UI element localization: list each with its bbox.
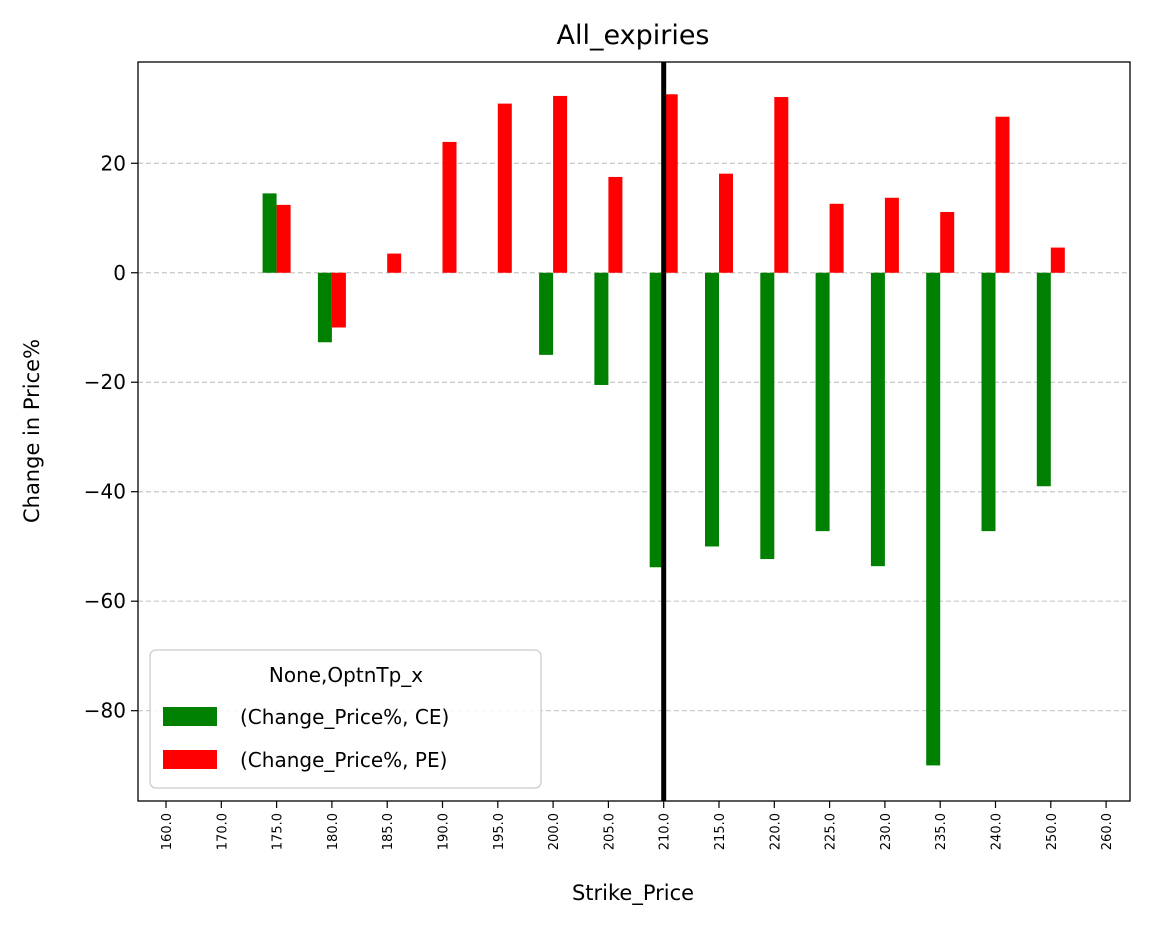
bar-ce-215.0 — [705, 272, 719, 547]
bar-pe-230.0 — [884, 197, 899, 273]
legend-label-pe: (Change_Price%, PE) — [240, 748, 447, 772]
x-tick-label: 160.0 — [160, 813, 175, 850]
x-tick-label: 230.0 — [879, 813, 894, 850]
x-tick-label: 235.0 — [934, 813, 949, 850]
y-axis: 20 0 −20 −40 −60 −80 — [84, 151, 138, 723]
bar-pe-195.0 — [497, 103, 512, 273]
chart-title: All_expiries — [556, 20, 709, 51]
bar-ce-230.0 — [870, 272, 885, 567]
legend-box — [149, 649, 542, 789]
bar-pe-215.0 — [719, 173, 733, 273]
bar-ce-205.0 — [594, 272, 609, 385]
bar-ce-200.0 — [539, 272, 554, 355]
bar-pe-200.0 — [553, 95, 568, 273]
x-tick-label: 190.0 — [437, 813, 452, 850]
y-tick-label: −80 — [84, 699, 126, 723]
bar-pe-250.0 — [1050, 247, 1065, 273]
bar-pe-240.0 — [995, 116, 1010, 273]
x-tick-label: 185.0 — [381, 813, 396, 850]
x-tick-label: 215.0 — [713, 813, 728, 850]
bar-pe-220.0 — [774, 97, 789, 273]
bar-ce-225.0 — [815, 272, 830, 532]
bar-ce-180.0 — [317, 272, 332, 343]
x-tick-label: 180.0 — [326, 813, 341, 850]
bar-ce-175.0 — [262, 193, 277, 273]
y-tick-label: −40 — [84, 480, 126, 504]
legend: None,OptnTp_x (Change_Price%, CE) (Chang… — [149, 649, 542, 789]
x-tick-label: 170.0 — [215, 813, 230, 850]
plot-frame — [137, 61, 1131, 802]
y-tick-label: −20 — [84, 370, 126, 394]
bar-ce-210.0 — [649, 272, 664, 568]
y-tick-label: 20 — [101, 151, 126, 175]
legend-swatch-pe — [163, 750, 217, 769]
bars — [262, 94, 1065, 766]
legend-title: None,OptnTp_x — [269, 663, 423, 687]
legend-label-ce: (Change_Price%, CE) — [240, 705, 449, 729]
bar-pe-175.0 — [276, 204, 291, 273]
x-tick-label: 205.0 — [602, 813, 617, 850]
bar-pe-190.0 — [442, 141, 457, 273]
x-tick-label: 200.0 — [547, 813, 562, 850]
x-tick-label: 250.0 — [1045, 813, 1060, 850]
x-tick-label: 220.0 — [768, 813, 783, 850]
x-tick-label: 175.0 — [271, 813, 286, 850]
bar-pe-225.0 — [829, 203, 844, 273]
grid-lines — [138, 162, 1130, 712]
bar-ce-235.0 — [926, 272, 941, 766]
x-tick-label: 195.0 — [492, 813, 507, 850]
x-axis: 160.0 170.0 175.0 180.0 185.0 190.0 195.0 200.0… — [160, 801, 1115, 850]
y-tick-label: −60 — [84, 589, 126, 613]
y-axis-label: Change in Price% — [20, 339, 44, 523]
x-tick-label: 260.0 — [1100, 813, 1115, 850]
bar-pe-185.0 — [387, 253, 402, 273]
x-tick-label: 240.0 — [990, 813, 1005, 850]
legend-swatch-ce — [163, 707, 217, 726]
bar-pe-180.0 — [331, 272, 346, 328]
x-axis-label: Strike_Price — [572, 881, 694, 906]
x-tick-label: 225.0 — [824, 813, 839, 850]
x-tick-label: 210.0 — [658, 813, 673, 850]
y-tick-label: 0 — [113, 261, 126, 285]
bar-pe-235.0 — [940, 211, 955, 273]
bar-pe-205.0 — [608, 176, 623, 273]
bar-ce-220.0 — [760, 272, 775, 560]
bar-ce-250.0 — [1036, 272, 1051, 487]
bar-pe-210.0 — [663, 94, 678, 273]
bar-ce-240.0 — [981, 272, 996, 532]
